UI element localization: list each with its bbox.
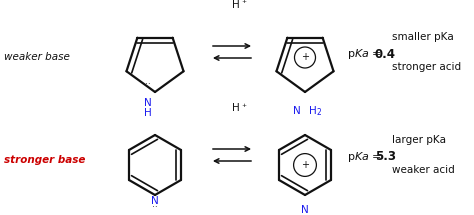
- Text: N: N: [144, 98, 152, 108]
- Text: H: H: [144, 108, 152, 118]
- Text: H: H: [232, 103, 240, 113]
- Text: 2: 2: [317, 108, 322, 117]
- Text: p$\mathit{Ka}$ =: p$\mathit{Ka}$ =: [347, 150, 383, 164]
- Text: 5.3: 5.3: [375, 150, 396, 163]
- Text: N: N: [301, 205, 309, 215]
- Text: ··: ··: [152, 203, 158, 212]
- Text: N: N: [293, 106, 301, 116]
- Text: $^+$: $^+$: [240, 102, 247, 111]
- Text: stronger base: stronger base: [4, 155, 85, 165]
- Text: $^+$: $^+$: [240, 0, 247, 8]
- Text: p$\mathit{Ka}$ =: p$\mathit{Ka}$ =: [347, 47, 383, 61]
- Text: 0.4: 0.4: [375, 48, 396, 60]
- Text: ··: ··: [145, 80, 151, 89]
- Text: H: H: [309, 106, 317, 116]
- Text: N: N: [151, 196, 159, 206]
- Text: stronger acid: stronger acid: [392, 62, 461, 72]
- Text: +: +: [301, 160, 309, 170]
- Text: larger pΚa: larger pΚa: [392, 135, 446, 145]
- Text: smaller pΚa: smaller pΚa: [392, 32, 454, 42]
- Text: weaker acid: weaker acid: [392, 165, 455, 175]
- Text: +: +: [301, 52, 309, 63]
- Text: weaker base: weaker base: [4, 52, 70, 62]
- Text: H: H: [232, 0, 240, 10]
